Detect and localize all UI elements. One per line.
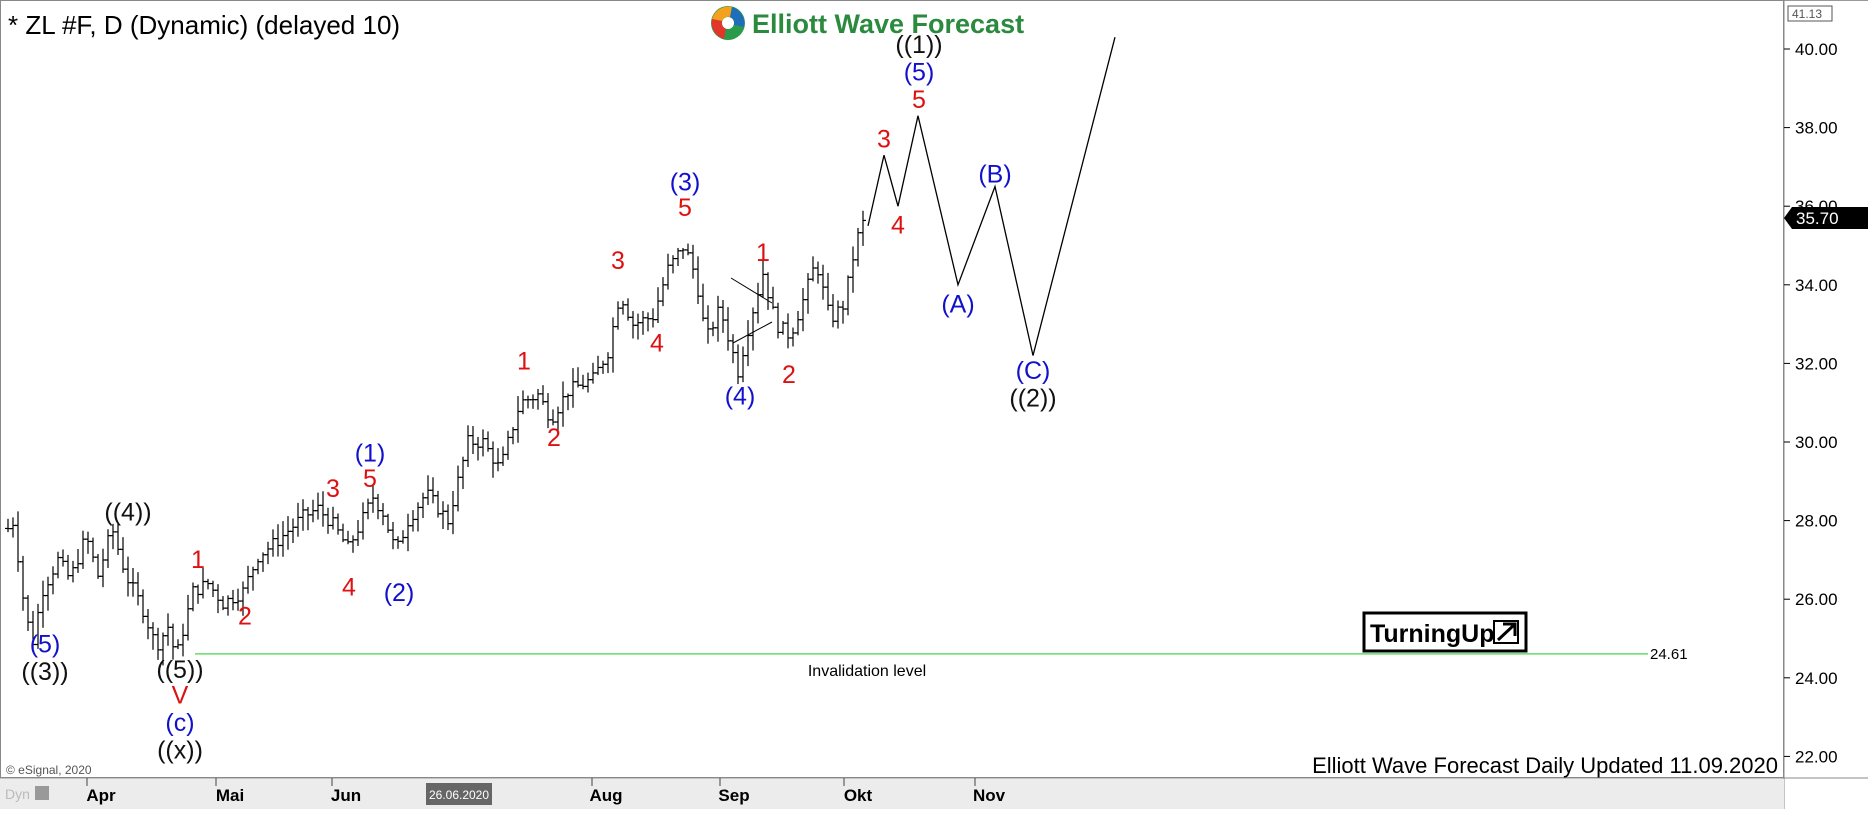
update-note: Elliott Wave Forecast Daily Updated 11.0… — [1312, 753, 1778, 778]
price-tick-label: 40.00 — [1795, 40, 1838, 59]
price-tick-label: 28.00 — [1795, 512, 1838, 531]
last-price-text: 35.70 — [1796, 209, 1839, 228]
price-tick-label: 34.00 — [1795, 276, 1838, 295]
date-marker-box — [426, 783, 492, 805]
price-tick-label: 26.00 — [1795, 590, 1838, 609]
price-tick-label: 32.00 — [1795, 354, 1838, 373]
month-label: Apr — [86, 786, 116, 805]
wave-label: 5 — [363, 465, 377, 493]
copyright-text: © eSignal, 2020 — [6, 763, 92, 777]
wave-label: 4 — [891, 212, 905, 240]
chart-title: * ZL #F, D (Dynamic) (delayed 10) — [8, 10, 400, 40]
month-label: Jun — [331, 786, 361, 805]
wave-label: 2 — [238, 603, 252, 631]
up-right-arrow-icon — [1493, 620, 1519, 644]
wave-label: 3 — [611, 247, 625, 275]
month-label: Mai — [216, 786, 244, 805]
time-axis: Apr Mai Jun Aug Sep Okt Nov — [86, 778, 1006, 805]
time-axis-bar — [0, 779, 1784, 809]
wave-label: (B) — [978, 161, 1011, 189]
price-tick-label: 38.00 — [1795, 119, 1838, 138]
wave-label: 5 — [678, 194, 692, 222]
wave-label: V — [172, 681, 189, 709]
price-bar — [860, 210, 866, 246]
price-axis: 40.0038.0036.0034.0032.0030.0028.0026.00… — [1784, 40, 1838, 766]
wave-label: 2 — [547, 424, 561, 452]
wave-label: (5) — [30, 630, 61, 658]
corner-tag-icon — [35, 786, 49, 800]
projection-path — [867, 37, 1116, 356]
invalidation-value: 24.61 — [1650, 646, 1688, 663]
wave-label: ((4)) — [104, 499, 151, 527]
wave-label: 4 — [650, 330, 664, 358]
badge-frame — [1362, 611, 1528, 653]
last-price-tag: 35.70 — [1784, 206, 1868, 229]
wave-label: 2 — [782, 361, 796, 389]
price-tick-label: 24.00 — [1795, 669, 1838, 688]
wave-label: (4) — [725, 383, 756, 411]
brand-icon — [711, 6, 745, 40]
wave-label: 1 — [756, 239, 770, 267]
month-label: Aug — [589, 786, 622, 805]
wave-label: (3) — [670, 168, 701, 196]
month-label: Sep — [718, 786, 749, 805]
turning-up-badge: TurningUp — [1362, 611, 1528, 653]
date-marker-text: 26.06.2020 — [429, 788, 489, 802]
badge-text: TurningUp — [1370, 620, 1495, 648]
invalidation-group: Invalidation level 24.61 — [195, 646, 1688, 680]
invalidation-label: Invalidation level — [808, 663, 926, 680]
wave-label: (5) — [904, 58, 935, 86]
wave-label: ((5)) — [156, 656, 203, 684]
wave-label: 3 — [326, 475, 340, 503]
wave-label: (c) — [165, 709, 194, 737]
wave-label: (1) — [355, 440, 386, 468]
corner-tag: Dyn — [5, 786, 30, 802]
wave-label: 4 — [342, 573, 356, 601]
projection-group — [867, 37, 1116, 356]
wave-label: ((1)) — [895, 31, 942, 59]
last-price-marker — [1784, 206, 1868, 229]
triangle-upper-line — [730, 277, 773, 304]
wave-label: ((3)) — [21, 658, 68, 686]
month-label: Nov — [973, 786, 1006, 805]
brand-logo: Elliott Wave Forecast — [711, 6, 1024, 40]
wave-label: (C) — [1016, 357, 1051, 385]
wave-labels: (5)((3))((4))((5))V(c)((x))12345(1)(2)12… — [21, 31, 1056, 764]
price-tick-label: 30.00 — [1795, 433, 1838, 452]
wave-label: (2) — [384, 579, 415, 607]
wave-label: ((2)) — [1009, 385, 1056, 413]
price-tick-label: 22.00 — [1795, 747, 1838, 766]
triangle-lower-line — [732, 321, 773, 344]
wave-label: 3 — [877, 125, 891, 153]
axis-high-tag-text: 41.13 — [1792, 7, 1822, 21]
brand-name: Elliott Wave Forecast — [752, 9, 1024, 39]
wave-label: ((x)) — [157, 736, 203, 764]
axis-high-tag — [1787, 5, 1833, 22]
wave-label: (A) — [941, 290, 974, 318]
price-bars — [5, 210, 866, 666]
triangle-pattern — [730, 277, 773, 344]
month-label: Okt — [844, 786, 873, 805]
wave-label: 1 — [517, 347, 531, 375]
wave-label: 1 — [191, 546, 205, 574]
wave-label: 5 — [912, 86, 926, 114]
